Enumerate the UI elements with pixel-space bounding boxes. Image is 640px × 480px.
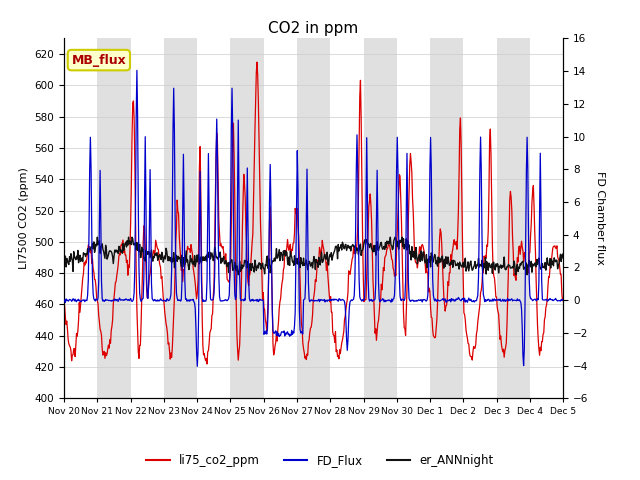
Bar <box>497 38 530 398</box>
Bar <box>430 38 463 398</box>
Legend: li75_co2_ppm, FD_Flux, er_ANNnight: li75_co2_ppm, FD_Flux, er_ANNnight <box>141 449 499 472</box>
Bar <box>230 38 264 398</box>
Bar <box>164 38 197 398</box>
Y-axis label: LI7500 CO2 (ppm): LI7500 CO2 (ppm) <box>19 168 29 269</box>
Bar <box>97 38 131 398</box>
Bar <box>364 38 397 398</box>
Bar <box>297 38 330 398</box>
Title: CO2 in ppm: CO2 in ppm <box>268 21 359 36</box>
Text: MB_flux: MB_flux <box>72 54 126 67</box>
Y-axis label: FD Chamber flux: FD Chamber flux <box>595 171 605 265</box>
